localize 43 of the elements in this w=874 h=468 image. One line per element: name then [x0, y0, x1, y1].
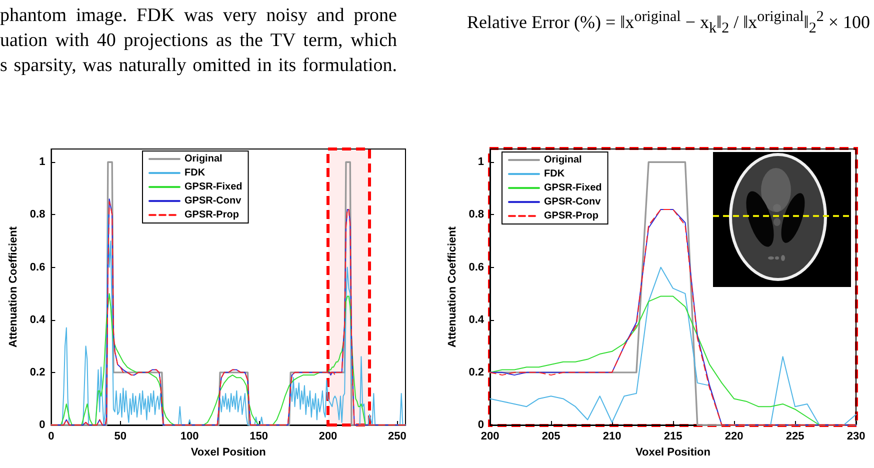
x-tick-label: 230: [846, 430, 866, 442]
x-tick-label: 215: [664, 430, 682, 442]
legend-label: GPSR-Fixed: [544, 182, 602, 194]
y-tick-label: 0.8: [30, 208, 46, 221]
legend-label: GPSR-Prop: [544, 210, 598, 222]
x-tick-label: 100: [180, 430, 199, 442]
x-axis-title: Voxel Position: [636, 446, 711, 458]
y-tick-label: 0.4: [30, 314, 46, 326]
x-tick-label: 225: [786, 430, 804, 442]
legend-label: GPSR-Fixed: [184, 182, 242, 192]
x-axis-title: Voxel Position: [190, 446, 266, 458]
x-tick-label: 205: [542, 430, 560, 442]
legend-label: Original: [544, 154, 582, 166]
y-tick-label: 0.6: [468, 261, 484, 274]
legend-label: GPSR-Prop: [184, 210, 239, 220]
y-axis-title: Attenuation Coefficient: [446, 226, 458, 348]
x-tick-label: 210: [602, 430, 622, 442]
legend-label: FDK: [184, 168, 206, 178]
y-tick-label: 0.4: [468, 314, 485, 326]
legend-label: Original: [184, 154, 223, 164]
x-tick-label: 200: [318, 430, 338, 442]
y-tick-label: 0: [478, 419, 484, 431]
text: s sparsity, was naturally omitted in its formulation.: [0, 54, 397, 78]
y-tick-label: 0.8: [468, 208, 484, 221]
legend-label: FDK: [544, 168, 566, 180]
y-tick-label: 0: [39, 419, 46, 431]
text: phantom image. FDK was very noisy and prone: [0, 4, 397, 28]
y-tick-label: 1: [478, 156, 484, 168]
x-tick-label: 220: [724, 430, 744, 442]
y-tick-label: 0.2: [30, 366, 46, 378]
x-tick-label: 0: [48, 430, 54, 442]
text: Relative Error (%) = ‖x$^{original}$ − x$_{k}$‖$_{2}$ / ‖x$^{original}$‖$_{2}$$^{2}$ × 100: [467, 9, 870, 37]
x-tick-label: 150: [250, 430, 268, 442]
legend-label: GPSR-Conv: [544, 196, 602, 208]
y-tick-label: 0.6: [30, 261, 46, 274]
x-tick-label: 50: [114, 430, 127, 442]
legend-label: GPSR-Conv: [184, 196, 242, 206]
x-tick-label: 250: [388, 430, 406, 442]
text: uation with 40 projections as the TV term, which: [0, 29, 397, 53]
y-axis-title: Attenuation Coefficient: [8, 226, 20, 348]
y-tick-label: 0.2: [468, 366, 484, 378]
x-tick-label: 200: [480, 430, 500, 442]
y-tick-label: 1: [39, 156, 46, 168]
